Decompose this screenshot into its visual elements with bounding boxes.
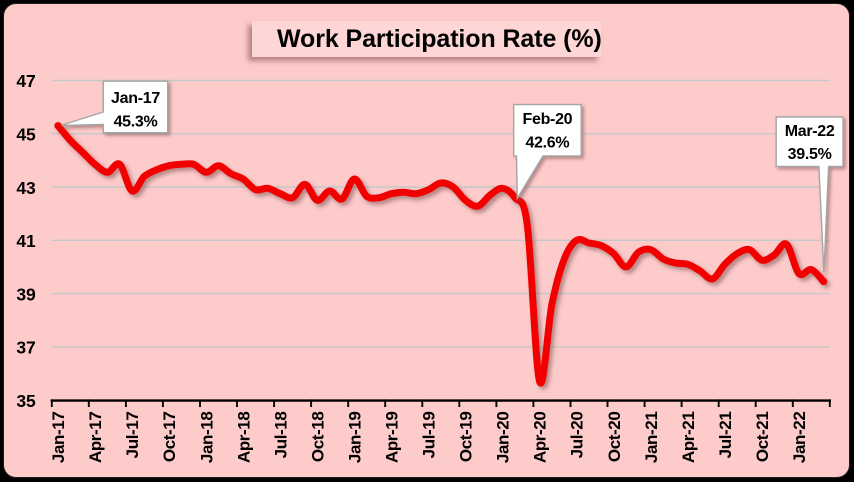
svg-text:Apr-19: Apr-19 — [383, 412, 402, 463]
svg-text:Jan-20: Jan-20 — [494, 412, 513, 463]
svg-text:Jul-20: Jul-20 — [568, 412, 587, 459]
svg-text:45.3%: 45.3% — [114, 113, 158, 130]
svg-text:Jul-19: Jul-19 — [420, 412, 439, 459]
svg-text:35: 35 — [16, 391, 36, 411]
svg-text:Jul-17: Jul-17 — [123, 412, 142, 459]
svg-text:Jan-19: Jan-19 — [346, 412, 365, 463]
svg-text:Apr-21: Apr-21 — [679, 412, 698, 463]
svg-text:Oct-17: Oct-17 — [160, 412, 179, 463]
svg-text:45: 45 — [16, 125, 36, 145]
svg-text:41: 41 — [16, 231, 36, 251]
svg-text:39: 39 — [16, 284, 36, 304]
svg-text:Jan-22: Jan-22 — [790, 412, 809, 463]
svg-text:Jan-21: Jan-21 — [642, 412, 661, 463]
svg-text:Apr-17: Apr-17 — [86, 412, 105, 463]
svg-text:47: 47 — [16, 71, 35, 91]
svg-text:37: 37 — [16, 338, 35, 358]
svg-text:Feb-20: Feb-20 — [523, 111, 573, 128]
svg-text:Oct-18: Oct-18 — [308, 412, 327, 463]
svg-text:Apr-18: Apr-18 — [234, 412, 253, 463]
svg-text:Jul-21: Jul-21 — [716, 412, 735, 459]
svg-text:Oct-21: Oct-21 — [753, 412, 772, 463]
svg-text:43: 43 — [16, 178, 36, 198]
svg-text:Apr-20: Apr-20 — [531, 412, 550, 463]
svg-text:Oct-19: Oct-19 — [457, 412, 476, 463]
svg-text:39.5%: 39.5% — [788, 146, 832, 163]
svg-text:Oct-20: Oct-20 — [605, 412, 624, 463]
svg-text:Jul-18: Jul-18 — [271, 412, 290, 459]
svg-text:Jan-17: Jan-17 — [49, 412, 68, 463]
svg-text:Jan-18: Jan-18 — [197, 412, 216, 463]
svg-text:Jan-17: Jan-17 — [111, 90, 160, 107]
svg-text:42.6%: 42.6% — [525, 135, 569, 152]
svg-text:Mar-22: Mar-22 — [785, 123, 835, 140]
